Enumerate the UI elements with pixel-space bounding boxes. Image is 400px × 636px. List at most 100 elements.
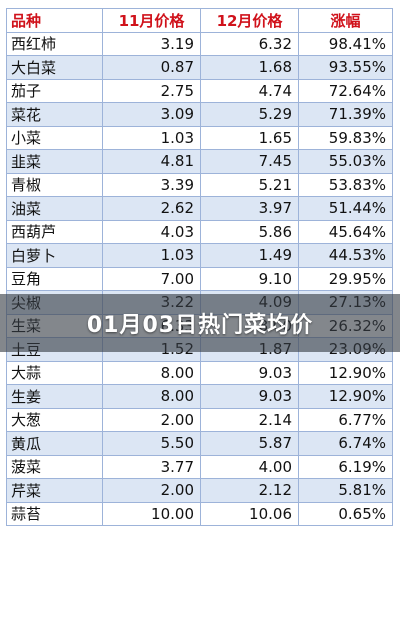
cell-dec-price: 4.00 <box>200 454 299 479</box>
table-row: 韭菜 4.81 7.45 55.03% <box>6 149 393 174</box>
cell-dec-price: 9.10 <box>200 266 299 291</box>
table-header-row: 品种 11月价格 12月价格 涨幅 <box>6 8 393 33</box>
cell-dec-price: 4.74 <box>200 78 299 103</box>
cell-dec-price: 10.06 <box>200 501 299 526</box>
cell-variety: 白萝卜 <box>6 243 103 268</box>
cell-dec-price: 1.65 <box>200 125 299 150</box>
table-row: 大葱 2.00 2.14 6.77% <box>6 407 393 432</box>
cell-increase: 93.55% <box>298 55 393 80</box>
cell-nov-price: 3.77 <box>102 454 201 479</box>
cell-dec-price: 1.68 <box>200 55 299 80</box>
cell-nov-price: 5.50 <box>102 431 201 456</box>
cell-variety: 大蒜 <box>6 360 103 385</box>
cell-variety: 大葱 <box>6 407 103 432</box>
cell-nov-price: 2.75 <box>102 78 201 103</box>
table-row: 生姜 8.00 9.03 12.90% <box>6 384 393 409</box>
cell-nov-price: 3.19 <box>102 31 201 56</box>
table-row: 芹菜 2.00 2.12 5.81% <box>6 478 393 503</box>
cell-nov-price: 3.39 <box>102 172 201 197</box>
cell-nov-price: 2.00 <box>102 407 201 432</box>
header-increase: 涨幅 <box>298 8 393 33</box>
table-row: 西葫芦 4.03 5.86 45.64% <box>6 219 393 244</box>
table-row: 黄瓜 5.50 5.87 6.74% <box>6 431 393 456</box>
cell-variety: 生姜 <box>6 384 103 409</box>
cell-variety: 黄瓜 <box>6 431 103 456</box>
cell-dec-price: 2.14 <box>200 407 299 432</box>
table-row: 油菜 2.62 3.97 51.44% <box>6 196 393 221</box>
cell-increase: 5.81% <box>298 478 393 503</box>
cell-nov-price: 1.03 <box>102 125 201 150</box>
cell-variety: 菜花 <box>6 102 103 127</box>
cell-variety: 菠菜 <box>6 454 103 479</box>
header-nov-price: 11月价格 <box>102 8 201 33</box>
cell-variety: 西葫芦 <box>6 219 103 244</box>
table-row: 菜花 3.09 5.29 71.39% <box>6 102 393 127</box>
cell-dec-price: 5.21 <box>200 172 299 197</box>
cell-variety: 韭菜 <box>6 149 103 174</box>
cell-increase: 71.39% <box>298 102 393 127</box>
cell-variety: 青椒 <box>6 172 103 197</box>
cell-increase: 98.41% <box>298 31 393 56</box>
cell-nov-price: 8.00 <box>102 360 201 385</box>
cell-dec-price: 1.49 <box>200 243 299 268</box>
cell-increase: 12.90% <box>298 384 393 409</box>
cell-increase: 51.44% <box>298 196 393 221</box>
cell-variety: 大白菜 <box>6 55 103 80</box>
table-body: 西红柿 3.19 6.32 98.41% 大白菜 0.87 1.68 93.55% 茄子 2.75… <box>6 31 393 526</box>
cell-dec-price: 5.29 <box>200 102 299 127</box>
cell-increase: 55.03% <box>298 149 393 174</box>
cell-dec-price: 5.86 <box>200 219 299 244</box>
cell-increase: 29.95% <box>298 266 393 291</box>
table-row: 大蒜 8.00 9.03 12.90% <box>6 360 393 385</box>
cell-increase: 44.53% <box>298 243 393 268</box>
cell-increase: 72.64% <box>298 78 393 103</box>
cell-variety: 茄子 <box>6 78 103 103</box>
table-row: 豆角 7.00 9.10 29.95% <box>6 266 393 291</box>
cell-increase: 53.83% <box>298 172 393 197</box>
table-row: 小菜 1.03 1.65 59.83% <box>6 125 393 150</box>
table-row: 白萝卜 1.03 1.49 44.53% <box>6 243 393 268</box>
table-row: 茄子 2.75 4.74 72.64% <box>6 78 393 103</box>
price-table: 品种 11月价格 12月价格 涨幅 西红柿 3.19 6.32 98.41% 大白菜 0.… <box>6 8 393 526</box>
cell-variety: 小菜 <box>6 125 103 150</box>
cell-nov-price: 0.87 <box>102 55 201 80</box>
cell-variety: 油菜 <box>6 196 103 221</box>
cell-dec-price: 7.45 <box>200 149 299 174</box>
cell-dec-price: 2.12 <box>200 478 299 503</box>
banner-title: 01月03日热门菜均价 <box>86 313 314 338</box>
cell-increase: 59.83% <box>298 125 393 150</box>
table-row: 西红柿 3.19 6.32 98.41% <box>6 31 393 56</box>
cell-variety: 西红柿 <box>6 31 103 56</box>
cell-nov-price: 1.03 <box>102 243 201 268</box>
cell-increase: 0.65% <box>298 501 393 526</box>
cell-nov-price: 4.81 <box>102 149 201 174</box>
header-variety: 品种 <box>6 8 103 33</box>
table-row: 蒜苔 10.00 10.06 0.65% <box>6 501 393 526</box>
table-row: 青椒 3.39 5.21 53.83% <box>6 172 393 197</box>
cell-nov-price: 7.00 <box>102 266 201 291</box>
cell-nov-price: 2.00 <box>102 478 201 503</box>
cell-dec-price: 6.32 <box>200 31 299 56</box>
cell-increase: 45.64% <box>298 219 393 244</box>
cell-dec-price: 9.03 <box>200 384 299 409</box>
table-row: 菠菜 3.77 4.00 6.19% <box>6 454 393 479</box>
cell-increase: 6.19% <box>298 454 393 479</box>
cell-nov-price: 8.00 <box>102 384 201 409</box>
cell-nov-price: 2.62 <box>102 196 201 221</box>
cell-variety: 豆角 <box>6 266 103 291</box>
cell-dec-price: 5.87 <box>200 431 299 456</box>
cell-dec-price: 3.97 <box>200 196 299 221</box>
cell-increase: 6.77% <box>298 407 393 432</box>
table-row: 大白菜 0.87 1.68 93.55% <box>6 55 393 80</box>
title-banner: 01月03日热门菜均价 <box>0 294 400 352</box>
cell-dec-price: 9.03 <box>200 360 299 385</box>
cell-nov-price: 4.03 <box>102 219 201 244</box>
cell-increase: 6.74% <box>298 431 393 456</box>
cell-increase: 12.90% <box>298 360 393 385</box>
header-dec-price: 12月价格 <box>200 8 299 33</box>
cell-variety: 芹菜 <box>6 478 103 503</box>
cell-nov-price: 3.09 <box>102 102 201 127</box>
cell-variety: 蒜苔 <box>6 501 103 526</box>
cell-nov-price: 10.00 <box>102 501 201 526</box>
